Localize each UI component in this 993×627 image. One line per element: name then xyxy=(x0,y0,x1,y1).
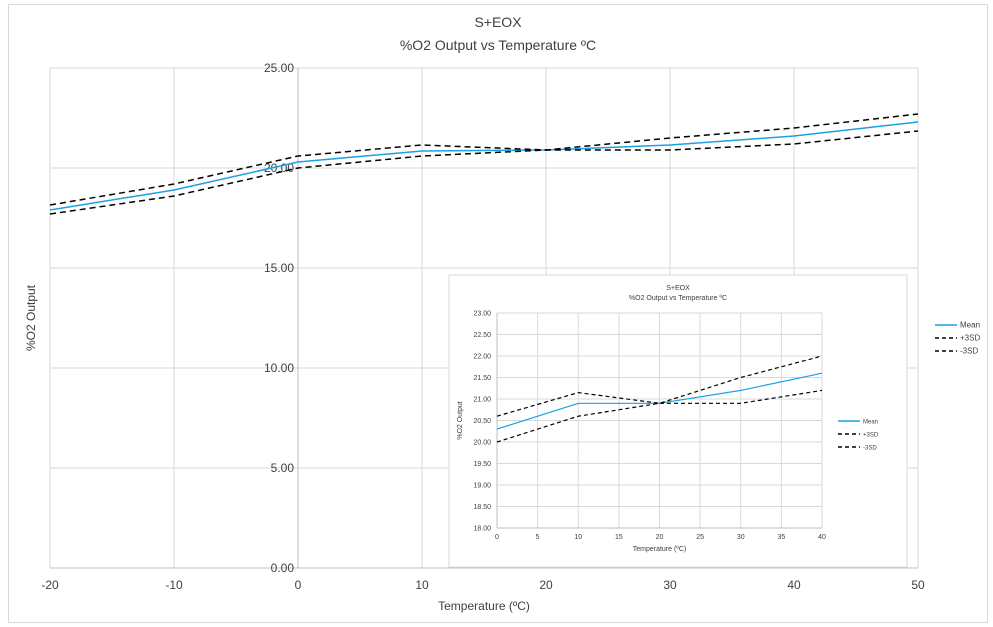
series-line-3sd xyxy=(49,113,919,206)
x-tick-label: 40 xyxy=(818,534,826,541)
series-line-3sd xyxy=(496,389,823,443)
y-tick-label: 10.00 xyxy=(264,361,294,375)
series-line-3sd xyxy=(49,130,919,215)
y-tick-label: 25.00 xyxy=(264,61,294,75)
y-tick-label: 23.00 xyxy=(473,311,491,318)
chart-subtitle: %O2 Output vs Temperature ºC xyxy=(400,37,596,53)
y-tick-label: 20.00 xyxy=(473,440,491,447)
y-tick-label: 18.00 xyxy=(473,526,491,533)
x-tick-label: 30 xyxy=(737,534,745,541)
x-tick-label: 0 xyxy=(495,534,499,541)
y-tick-label: 21.00 xyxy=(473,397,491,404)
inset-chart: 0 5 10 15 20 25 30 35 40 18.00 18.50 19.00 19.50 20.0… xyxy=(448,274,908,568)
chart-title: S+EOX xyxy=(666,285,690,292)
y-tick-label: 22.00 xyxy=(473,354,491,361)
chart-area[interactable]: -20 -10 0 10 20 30 40 50 0.00 5.00 10.00 15.00 20.00… xyxy=(8,4,988,623)
legend-label: -3SD xyxy=(863,446,877,452)
y-tick-label: 19.50 xyxy=(473,461,491,468)
y-axis-label: %O2 Output xyxy=(457,401,464,440)
series-line-3sd xyxy=(496,355,823,417)
x-tick-label: 10 xyxy=(415,578,429,592)
x-tick-label: -10 xyxy=(165,578,183,592)
x-tick-label: 15 xyxy=(615,534,623,541)
y-tick-label: 22.50 xyxy=(473,332,491,339)
x-tick-label: 25 xyxy=(696,534,704,541)
y-tick-label: 15.00 xyxy=(264,261,294,275)
legend-label: +3SD xyxy=(863,433,879,439)
legend-label: -3SD xyxy=(960,347,978,356)
x-tick-label: 20 xyxy=(539,578,553,592)
y-tick-label: 20.50 xyxy=(473,418,491,425)
y-tick-label: 0.00 xyxy=(271,561,295,575)
y-tick-label: 18.50 xyxy=(473,504,491,511)
y-axis-label: %O2 Output xyxy=(24,284,38,351)
y-tick-label: 5.00 xyxy=(271,461,295,475)
x-axis-label: Temperature (ºC) xyxy=(438,599,530,613)
x-tick-label: -20 xyxy=(41,578,59,592)
legend-label: Mean xyxy=(960,321,980,330)
chart-title: S+EOX xyxy=(474,14,522,30)
x-tick-label: 40 xyxy=(787,578,801,592)
x-axis-label: Temperature (ºC) xyxy=(633,546,687,553)
chart-svg: -20 -10 0 10 20 30 40 500.005.0010.0015.0020.00… xyxy=(24,14,980,613)
x-tick-label: 35 xyxy=(777,534,785,541)
y-tick-label: 21.50 xyxy=(473,375,491,382)
y-tick-label: 19.00 xyxy=(473,483,491,490)
series-line-mean xyxy=(49,121,919,211)
x-tick-label: 0 xyxy=(295,578,302,592)
legend-label: +3SD xyxy=(960,334,980,343)
x-tick-label: 50 xyxy=(911,578,925,592)
x-tick-label: 20 xyxy=(656,534,664,541)
x-tick-label: 5 xyxy=(536,534,540,541)
series-line-mean xyxy=(496,372,823,430)
x-tick-label: 30 xyxy=(663,578,677,592)
legend-label: Mean xyxy=(863,420,878,426)
chart-subtitle: %O2 Output vs Temperature ºC xyxy=(629,295,727,302)
x-tick-label: 10 xyxy=(574,534,582,541)
